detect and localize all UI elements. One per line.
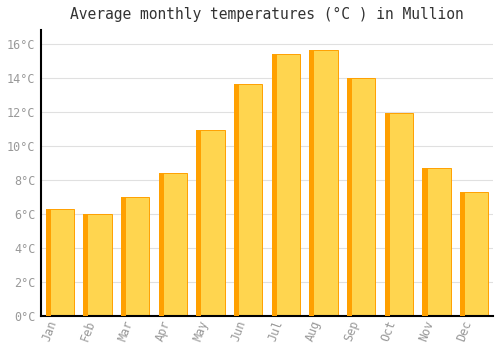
Bar [46,209,51,316]
Bar [196,131,202,316]
Bar [460,191,488,316]
Bar [84,214,88,316]
Bar [46,209,74,316]
Bar [460,191,465,316]
Bar [310,50,314,316]
Bar [158,173,187,316]
Bar [121,197,150,316]
Bar [422,168,450,316]
Bar [234,84,239,316]
Bar [385,113,413,316]
Bar [347,78,352,316]
Bar [234,84,262,316]
Bar [158,173,164,316]
Bar [385,113,390,316]
Bar [310,50,338,316]
Bar [272,54,300,316]
Bar [347,78,376,316]
Bar [121,197,126,316]
Bar [196,131,224,316]
Bar [272,54,277,316]
Bar [422,168,428,316]
Bar [84,214,112,316]
Title: Average monthly temperatures (°C ) in Mullion: Average monthly temperatures (°C ) in Mu… [70,7,464,22]
